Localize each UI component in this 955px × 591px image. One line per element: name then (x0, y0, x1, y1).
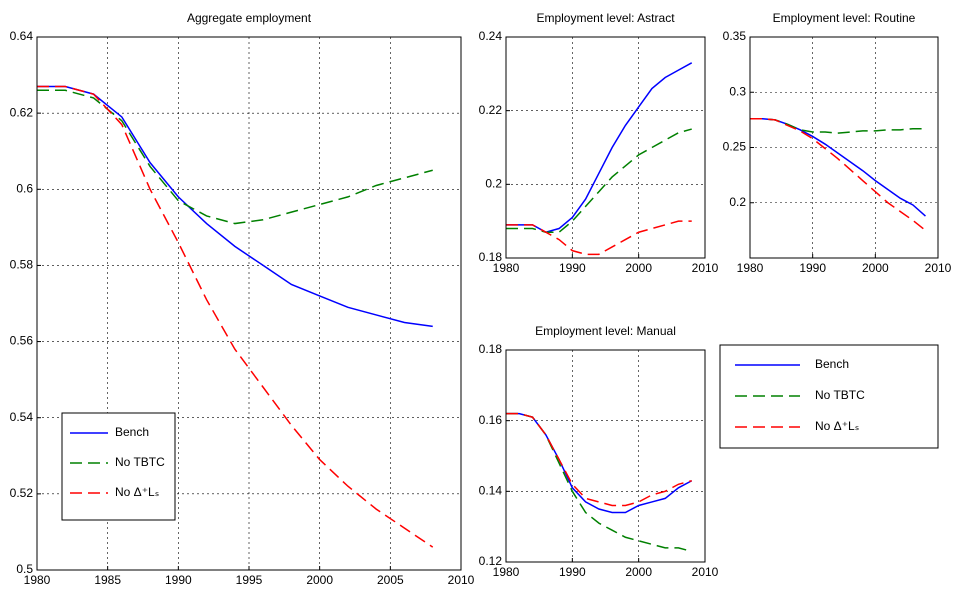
plot-frame (505, 349, 706, 563)
x-tick-label: 1990 (559, 565, 586, 579)
y-tick-label: 0.2 (729, 195, 746, 209)
legend-label: No TBTC (815, 388, 865, 402)
plot-area (506, 350, 705, 562)
x-tick-label: 1990 (559, 261, 586, 275)
x-tick-label: 2010 (925, 261, 952, 275)
x-tick-label: 2010 (692, 261, 719, 275)
series-line (506, 412, 692, 507)
x-tick-label: 1980 (493, 565, 520, 579)
y-tick-label: 0.6 (16, 181, 33, 195)
y-tick-label: 0.16 (479, 413, 503, 427)
y-tick-label: 0.3 (729, 84, 746, 98)
x-tick-label: 1980 (737, 261, 764, 275)
series-line (37, 85, 434, 548)
series-line (506, 128, 692, 233)
y-tick-label: 0.12 (479, 554, 503, 568)
y-tick-label: 0.18 (479, 250, 503, 264)
series-line (506, 220, 692, 256)
y-tick-label: 0.2 (485, 177, 502, 191)
plot-frame (505, 36, 706, 259)
legend-label: Bench (115, 425, 149, 439)
y-tick-label: 0.22 (479, 103, 503, 117)
y-tick-label: 0.24 (479, 29, 503, 43)
series-line (750, 118, 926, 231)
x-tick-label: 2000 (625, 261, 652, 275)
y-tick-label: 0.58 (10, 258, 34, 272)
series-line (37, 85, 433, 328)
y-tick-label: 0.18 (479, 342, 503, 356)
y-tick-label: 0.62 (10, 105, 34, 119)
legend-label: No Δ⁺Lₛ (115, 485, 159, 499)
plot-frame (36, 36, 462, 571)
x-tick-label: 2000 (862, 261, 889, 275)
legend-label: No TBTC (115, 455, 165, 469)
x-tick-label: 2005 (377, 573, 404, 587)
y-tick-label: 0.14 (479, 484, 503, 498)
y-tick-label: 0.64 (10, 29, 34, 43)
x-tick-label: 2010 (692, 565, 719, 579)
chart-title: Aggregate employment (187, 11, 312, 25)
x-tick-label: 2010 (448, 573, 475, 587)
series-line (506, 412, 693, 514)
x-tick-label: 1990 (165, 573, 192, 587)
chart-title: Employment level: Manual (535, 324, 676, 338)
legend-label: Bench (815, 357, 849, 371)
series-line (37, 89, 433, 225)
plot-area (506, 37, 705, 258)
x-tick-label: 1980 (24, 573, 51, 587)
plot-frame (749, 36, 939, 259)
chart-title: Employment level: Astract (536, 11, 675, 25)
plot-area (750, 37, 938, 258)
x-tick-label: 2000 (306, 573, 333, 587)
y-tick-label: 0.35 (723, 29, 747, 43)
y-tick-label: 0.52 (10, 486, 34, 500)
x-tick-label: 1980 (493, 261, 520, 275)
series-line (506, 412, 692, 553)
x-tick-label: 1995 (236, 573, 263, 587)
chart-title: Employment level: Routine (773, 11, 916, 25)
legend-label: No Δ⁺Lₛ (815, 419, 859, 433)
y-tick-label: 0.56 (10, 334, 34, 348)
y-tick-label: 0.25 (723, 140, 747, 154)
series-line (506, 62, 693, 234)
x-tick-label: 1985 (94, 573, 121, 587)
x-tick-label: 2000 (625, 565, 652, 579)
y-tick-label: 0.5 (16, 562, 33, 576)
legend-box (61, 412, 176, 521)
y-tick-label: 0.54 (10, 410, 34, 424)
x-tick-label: 1990 (799, 261, 826, 275)
